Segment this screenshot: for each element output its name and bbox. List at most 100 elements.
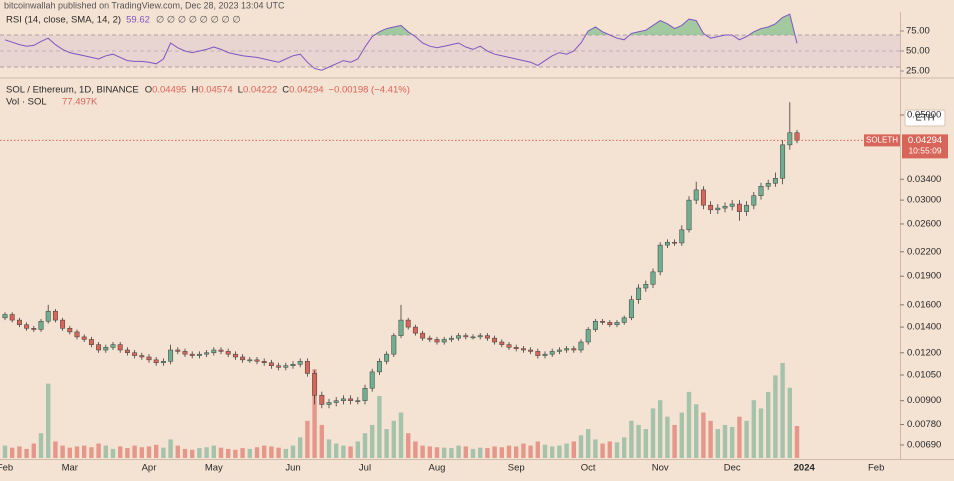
- candle-body: [664, 241, 670, 246]
- candle: [38, 318, 44, 332]
- candle: [758, 182, 764, 200]
- candle-body: [124, 349, 130, 354]
- quote-label[interactable]: ETH: [916, 113, 935, 124]
- rsi-na-values: ∅ ∅ ∅ ∅ ∅ ∅ ∅ ∅: [156, 15, 241, 26]
- volume-bar: [161, 447, 166, 458]
- candle-body: [484, 335, 490, 339]
- quote-box[interactable]: [904, 109, 946, 127]
- volume-bar: [233, 449, 238, 458]
- candle: [247, 356, 253, 363]
- candle: [772, 172, 778, 187]
- rsi-tick-label: 25.00: [906, 66, 930, 77]
- volume-bar: [578, 435, 584, 458]
- ohlc-value: 0.04294: [289, 85, 323, 96]
- volume-bar: [10, 447, 15, 458]
- volume-bar: [355, 441, 360, 458]
- candle: [182, 348, 188, 357]
- candle: [268, 359, 274, 369]
- candle: [628, 295, 634, 321]
- candle-body: [729, 203, 735, 207]
- candle: [189, 351, 195, 359]
- candle: [204, 350, 210, 357]
- candle: [643, 280, 649, 292]
- volume-bar: [290, 445, 296, 458]
- candle: [312, 370, 318, 405]
- candle: [24, 322, 30, 331]
- candle-body: [780, 144, 786, 179]
- ohlc-value: 0.04574: [198, 85, 232, 96]
- candle: [225, 348, 231, 357]
- candle: [132, 350, 138, 359]
- header: bitcoinwallah published on TradingView.c…: [4, 0, 285, 10]
- volume-bar: [125, 448, 130, 458]
- candle: [765, 179, 771, 190]
- candle-body: [369, 371, 375, 389]
- candle: [211, 347, 217, 356]
- ohlc-letter: O: [145, 85, 152, 96]
- candle-body: [45, 310, 51, 322]
- volume-bar: [434, 447, 440, 458]
- volume-bar: [74, 446, 80, 458]
- volume-bar: [326, 439, 332, 458]
- candle: [232, 351, 238, 360]
- volume-bar: [110, 448, 116, 458]
- volume-bar: [722, 424, 728, 458]
- candle: [528, 347, 534, 355]
- candle-body: [643, 284, 649, 289]
- price-tick-label: 0.01400: [907, 322, 941, 333]
- candle-body: [736, 203, 742, 212]
- candle: [146, 354, 152, 363]
- candle: [506, 342, 512, 351]
- candle-body: [204, 352, 210, 355]
- candle: [607, 320, 613, 328]
- candle-body: [38, 320, 44, 330]
- candle: [45, 304, 51, 324]
- candle: [362, 384, 368, 405]
- candle: [333, 397, 339, 407]
- candle: [218, 347, 224, 355]
- candle-body: [247, 359, 253, 362]
- candle-body: [211, 349, 217, 354]
- candle: [477, 333, 483, 340]
- candle: [571, 345, 577, 353]
- x-tick-label: Jul: [359, 463, 371, 474]
- volume-bar: [218, 447, 224, 458]
- candle: [340, 395, 346, 405]
- candle: [736, 200, 742, 221]
- candle: [196, 351, 202, 359]
- volume-bar: [38, 433, 44, 458]
- candle-body: [376, 361, 382, 373]
- price-tick-label: 0.03000: [907, 195, 941, 206]
- volume-bar: [312, 369, 317, 458]
- volume-bar: [283, 448, 288, 458]
- x-tick-label: Apr: [142, 463, 157, 474]
- candle: [52, 309, 58, 323]
- volume-bar: [751, 400, 756, 458]
- candle-body: [549, 351, 555, 355]
- candle-body: [744, 204, 750, 212]
- volume-bar: [154, 444, 159, 458]
- candle: [744, 201, 750, 216]
- volume-bar: [118, 446, 123, 458]
- candle-body: [196, 353, 202, 356]
- candle-body: [456, 335, 462, 339]
- price-tick-label: 0.00690: [907, 439, 941, 450]
- candle-body: [2, 314, 8, 319]
- candle: [319, 391, 325, 409]
- candle-body: [384, 353, 390, 362]
- volume-bar: [89, 447, 94, 458]
- candle-body: [276, 365, 282, 368]
- candle-body: [650, 271, 656, 285]
- candle-body: [340, 398, 346, 401]
- candle-body: [160, 361, 166, 364]
- candle-body: [412, 326, 418, 334]
- candle: [117, 342, 123, 353]
- candle: [456, 333, 462, 341]
- x-tick-label: Nov: [652, 463, 669, 474]
- volume-legend-name: Vol · SOL: [6, 97, 47, 108]
- rsi-line: [4, 13, 798, 71]
- candle-body: [362, 387, 368, 401]
- volume-bar: [139, 447, 144, 458]
- candle: [160, 358, 166, 366]
